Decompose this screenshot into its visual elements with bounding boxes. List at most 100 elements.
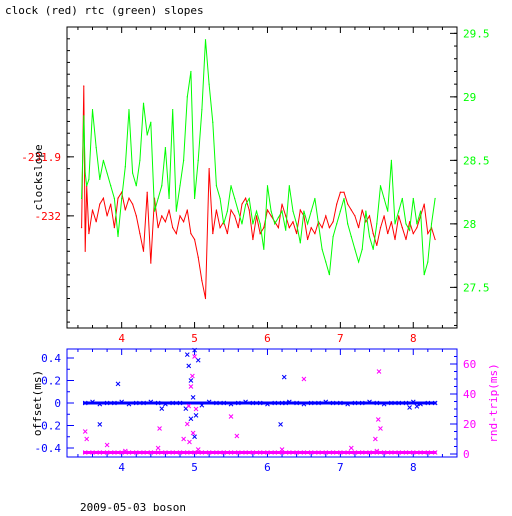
bottom-y-tick-label: 0.2 xyxy=(41,375,61,388)
top-series-rtc-point xyxy=(172,108,174,111)
chart-title: clock (red) rtc (green) slopes xyxy=(5,4,204,17)
top-series-clock-point xyxy=(401,227,403,229)
top-series-clock-point xyxy=(350,209,352,211)
top-series-rtc-point xyxy=(310,210,312,212)
bottom-marker-stroke xyxy=(155,445,161,451)
top-series-clock-point xyxy=(270,215,272,217)
top-series-rtc-point xyxy=(244,204,247,206)
bottom-series-rnd-trip-point xyxy=(104,442,110,448)
top-series-rtc-point xyxy=(343,197,345,200)
top-series-clock-point xyxy=(427,232,429,235)
top-series-clock-point xyxy=(328,227,331,229)
top-series-clock-point xyxy=(172,227,174,229)
top-series-clock-point xyxy=(336,203,338,205)
bottom-series-offset-point xyxy=(192,347,197,353)
top-series-clock-point xyxy=(215,209,218,211)
bottom-series-rnd-trip-point xyxy=(301,376,307,382)
top-series-clock-point xyxy=(164,221,167,223)
bottom-y-tick-label: -0.4 xyxy=(35,442,62,455)
bottom-marker-stroke xyxy=(378,426,383,431)
bottom-series-offset-point xyxy=(184,352,190,357)
top-series-rtc-point xyxy=(430,223,433,225)
top-series-rtc-point xyxy=(398,210,400,212)
top-series-clock-point xyxy=(285,215,287,217)
top-series-clock-point xyxy=(161,215,163,217)
top-series-rtc-line xyxy=(81,39,436,275)
top-series-clock-point xyxy=(150,262,152,264)
top-y-tick-label: -232 xyxy=(35,210,62,223)
top-series-rtc-point xyxy=(219,197,221,200)
bottom-series-rnd-trip-point xyxy=(234,433,240,439)
bottom-x-tick-label: 8 xyxy=(410,461,417,474)
bottom-y-tick-label: -0.2 xyxy=(35,420,62,433)
top-series-rtc-point xyxy=(237,210,239,212)
top-series-rtc-point xyxy=(99,178,101,181)
top-series-clock-point xyxy=(80,227,83,229)
top-series-clock-point xyxy=(372,232,374,235)
bottom-marker-stroke xyxy=(190,373,195,379)
top-series-rtc-point xyxy=(357,261,360,263)
top-series-clock-point xyxy=(142,250,145,252)
top-series-clock-point xyxy=(368,215,371,217)
top-series-clock-point xyxy=(190,232,192,235)
top-series-rtc-point xyxy=(270,210,272,212)
top-series-clock-point xyxy=(201,280,203,282)
top-y2-tick-label: 28 xyxy=(463,218,476,231)
footer-date-host: 2009-05-03 boson xyxy=(80,501,186,512)
bottom-series-offset-point xyxy=(97,422,103,427)
top-series-rtc-point xyxy=(150,121,152,123)
top-series-rtc-point xyxy=(314,197,316,200)
bottom-series-rnd-trip-point xyxy=(375,417,381,422)
bottom-series-offset-point xyxy=(195,357,201,363)
top-series-rtc-point xyxy=(146,134,148,136)
top-series-clock-point xyxy=(244,197,247,199)
top-series-rtc-point xyxy=(383,197,385,200)
top-series-clock-point xyxy=(183,221,185,223)
bottom-marker-stroke xyxy=(375,417,381,422)
bottom-y-tick-label: 0 xyxy=(54,397,61,410)
top-series-clock-point xyxy=(405,238,407,241)
bottom-x-tick-label: 6 xyxy=(264,461,271,474)
top-series-rtc-point xyxy=(179,185,181,187)
bottom-marker-stroke xyxy=(184,421,190,427)
top-series-rtc-point xyxy=(106,172,108,174)
bottom-marker-stroke xyxy=(188,378,194,383)
top-series-clock-point xyxy=(106,215,108,217)
top-series-clock-point xyxy=(321,227,323,229)
top-series-clock-point xyxy=(91,209,94,211)
top-series-rtc-point xyxy=(183,159,185,161)
top-series-rtc-point xyxy=(153,210,156,212)
top-series-rtc-point xyxy=(401,197,403,200)
top-series-rtc-point xyxy=(303,210,305,212)
top-series-rtc-point xyxy=(226,210,228,212)
top-series-rtc-point xyxy=(372,248,374,250)
bottom-y2-tick-label: 40 xyxy=(463,388,476,401)
top-series-rtc-point xyxy=(139,159,141,161)
top-series-clock-point xyxy=(412,232,414,235)
top-series-rtc-point xyxy=(281,210,283,212)
top-series-rtc-point xyxy=(427,261,429,263)
bottom-series-offset-point xyxy=(188,378,194,383)
bottom-series-rnd-trip-point xyxy=(188,384,194,389)
top-series-rtc-point xyxy=(212,121,214,123)
bottom-x-tick-label: 5 xyxy=(191,461,198,474)
bottom-series-offset-point xyxy=(192,434,197,440)
bottom-y2-tick-label: 60 xyxy=(463,358,476,371)
top-series-rtc-point xyxy=(128,108,130,111)
top-series-clock-point xyxy=(365,221,367,223)
top-series-clock-point xyxy=(204,297,207,300)
bottom-marker-stroke xyxy=(407,405,412,410)
bottom-marker-stroke xyxy=(281,374,287,380)
top-series-rtc-point xyxy=(332,235,334,238)
top-series-rtc-point xyxy=(201,108,203,111)
top-series-clock-point xyxy=(361,209,363,211)
bottom-series-rnd-trip-point xyxy=(181,436,186,442)
top-series-rtc-point xyxy=(423,274,425,276)
top-series-clock-point xyxy=(310,227,312,229)
bottom-marker-stroke xyxy=(188,416,194,422)
top-series-rtc-point xyxy=(190,70,192,73)
top-series-clock-point xyxy=(95,221,97,223)
bottom-series-rnd-trip-point xyxy=(279,447,285,452)
top-series-rtc-point xyxy=(175,210,177,212)
top-series-clock-point xyxy=(226,232,228,235)
